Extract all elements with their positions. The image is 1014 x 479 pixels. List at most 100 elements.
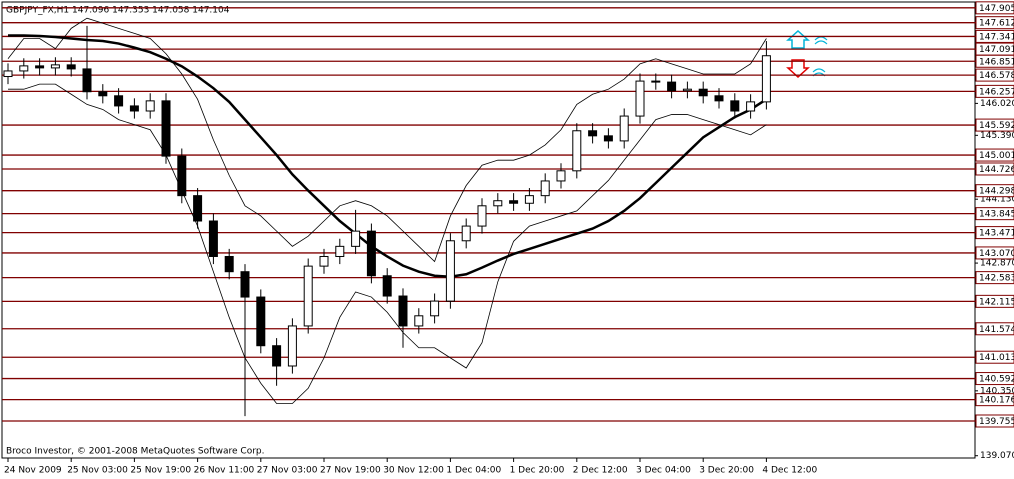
- x-tick-label: 30 Nov 12:00: [383, 466, 444, 476]
- candle-body: [224, 255, 234, 273]
- candle-body: [303, 265, 313, 327]
- signal-arrows: [786, 29, 828, 79]
- candle-body: [698, 88, 708, 97]
- x-tick-label: 24 Nov 2009: [4, 466, 62, 476]
- candle-body: [319, 255, 329, 267]
- level-label: 147.341: [979, 32, 1014, 42]
- level-label-box: [975, 162, 1014, 176]
- x-tick-label: 25 Nov 03:00: [67, 466, 128, 476]
- x-tick-label: 1 Dec 20:00: [510, 466, 565, 476]
- y-tick-label: 139.070: [980, 451, 1014, 461]
- candle-body: [335, 245, 345, 257]
- candle-body: [746, 101, 756, 112]
- candle-body: [98, 91, 108, 97]
- level-label-box: [975, 148, 1014, 162]
- level-label: 147.091: [979, 45, 1014, 55]
- candle-body: [667, 81, 677, 92]
- y-tick-label: 145.390: [980, 131, 1014, 141]
- y-tick-label: 144.130: [980, 195, 1014, 205]
- candle-body: [603, 135, 613, 142]
- level-label: 146.851: [979, 57, 1014, 67]
- candle-body: [493, 200, 503, 207]
- level-label-box: [975, 118, 1014, 132]
- indicator-line: [7, 17, 767, 263]
- candle-body: [272, 345, 282, 367]
- candle-body: [50, 64, 60, 69]
- x-tick-label: 3 Dec 20:00: [699, 466, 754, 476]
- candle-body: [161, 100, 171, 157]
- x-tick-label: 2 Dec 12:00: [573, 466, 628, 476]
- x-tick-label: 3 Dec 04:00: [636, 466, 691, 476]
- candle-body: [572, 130, 582, 172]
- x-tick-label: 25 Nov 19:00: [130, 466, 191, 476]
- level-label: 145.001: [979, 151, 1014, 161]
- level-label-box: [975, 68, 1014, 82]
- x-tick-label: 27 Nov 03:00: [257, 466, 318, 476]
- candle-body: [445, 240, 455, 302]
- candle-body: [682, 88, 692, 92]
- x-tick-label: 4 Dec 12:00: [762, 466, 817, 476]
- candle-body: [651, 80, 661, 83]
- level-label: 146.257: [979, 87, 1014, 97]
- y-tick-label: 140.350: [980, 386, 1014, 396]
- candle-body: [114, 95, 124, 107]
- level-label-box: [975, 184, 1014, 198]
- x-tick-label: 1 Dec 04:00: [446, 466, 501, 476]
- y-tick-label: 142.870: [980, 259, 1014, 269]
- level-label-box: [975, 372, 1014, 386]
- y-tick-label: 146.020: [980, 99, 1014, 109]
- level-label: 146.578: [979, 71, 1014, 81]
- level-label-box: [975, 322, 1014, 336]
- level-label: 140.176: [979, 396, 1014, 406]
- level-label-box: [975, 294, 1014, 308]
- candle-body: [3, 70, 13, 78]
- level-label: 142.583: [979, 274, 1014, 284]
- x-tick-label: 27 Nov 19:00: [320, 466, 381, 476]
- up-arrow: [786, 29, 810, 49]
- candle-body: [351, 230, 361, 247]
- level-label-box: [975, 207, 1014, 221]
- indicator-line: [8, 34, 768, 279]
- level-label: 144.298: [979, 187, 1014, 197]
- candle-body: [193, 195, 203, 222]
- footer: Broco Investor, © 2001-2008 MetaQuotes S…: [6, 447, 265, 457]
- indicator-line: [8, 83, 767, 404]
- level-label: 147.612: [979, 19, 1014, 29]
- level-label-box: [975, 271, 1014, 285]
- candle-body: [145, 100, 155, 112]
- level-label: 143.070: [979, 249, 1014, 259]
- level-label-box: [975, 1, 1014, 15]
- candle-body: [35, 65, 45, 69]
- candle-body: [540, 180, 550, 197]
- candle-body: [177, 155, 187, 197]
- candle-body: [461, 225, 471, 242]
- candle-body: [635, 80, 645, 117]
- candle-body: [414, 315, 424, 327]
- candle-body: [509, 200, 519, 204]
- level-label: 142.115: [979, 297, 1014, 307]
- chart-title: GBPJPY_FX,H1 147.096 147.353 147.058 147…: [6, 6, 230, 16]
- candle-body: [588, 130, 598, 137]
- candle-body: [208, 220, 218, 257]
- level-label-box: [975, 393, 1014, 407]
- level-label-box: [975, 414, 1014, 428]
- level-label-box: [975, 350, 1014, 364]
- level-label: 143.845: [979, 210, 1014, 220]
- level-label: 145.592: [979, 121, 1014, 131]
- candle-body: [366, 230, 376, 277]
- candle-body: [730, 100, 740, 112]
- level-label: 141.574: [979, 325, 1014, 335]
- level-label: 144.726: [979, 165, 1014, 175]
- candle-body: [477, 205, 487, 227]
- candle-body: [761, 55, 771, 103]
- level-label-box: [975, 16, 1014, 30]
- candle-body: [619, 115, 629, 142]
- candle-body: [256, 296, 266, 347]
- level-label-box: [975, 54, 1014, 68]
- level-label: 139.755: [979, 417, 1014, 427]
- candle-body: [556, 170, 566, 182]
- level-label: 143.471: [979, 229, 1014, 239]
- candle-body: [430, 300, 440, 317]
- candle-body: [240, 271, 250, 298]
